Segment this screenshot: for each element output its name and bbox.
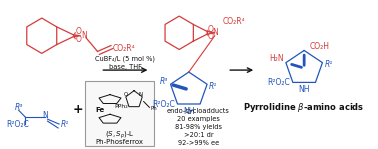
Text: R¹: R¹ [209,82,217,91]
Text: O: O [124,92,129,97]
Text: R³: R³ [160,77,168,86]
Text: base, THF: base, THF [109,64,142,70]
Text: PPh₂: PPh₂ [115,104,129,109]
Text: Ph-Phosferrox: Ph-Phosferrox [96,139,144,145]
Text: >20:1 dr: >20:1 dr [184,132,213,138]
Text: N: N [42,111,48,120]
Text: 20 examples: 20 examples [177,116,220,122]
Text: R¹: R¹ [61,119,69,129]
Text: O: O [75,27,81,36]
Text: N: N [212,28,218,37]
Text: R¹: R¹ [324,60,333,69]
Text: NH: NH [183,107,195,116]
Text: Fe: Fe [96,107,105,113]
Text: 92->99% ee: 92->99% ee [178,140,219,146]
Text: R³: R³ [15,103,23,112]
Text: CO₂R⁴: CO₂R⁴ [223,17,245,25]
Text: R²O₂C: R²O₂C [267,78,290,87]
Text: $(S,S_p)$-L: $(S,S_p)$-L [105,129,135,141]
Text: CuBF₄/L (5 mol %): CuBF₄/L (5 mol %) [95,55,155,62]
Text: N: N [139,92,143,97]
Text: R²O₂C: R²O₂C [152,100,175,108]
Text: endo-cycloadducts: endo-cycloadducts [167,108,230,114]
Text: Pyrrolidine $\beta$-amino acids: Pyrrolidine $\beta$-amino acids [243,101,365,114]
Text: Ph: Ph [150,106,157,111]
Text: 81-98% yields: 81-98% yields [175,124,222,130]
FancyBboxPatch shape [85,81,154,146]
Text: +: + [73,103,84,116]
Text: CO₂H: CO₂H [310,42,330,51]
Text: CO₂R⁴: CO₂R⁴ [113,44,135,53]
Text: O: O [208,32,214,41]
Text: H₂N: H₂N [269,54,284,63]
Text: R²O₂C: R²O₂C [6,119,29,129]
Text: NH: NH [298,85,310,94]
Text: N: N [81,31,87,40]
Text: O: O [208,25,214,34]
Text: O: O [75,35,81,44]
